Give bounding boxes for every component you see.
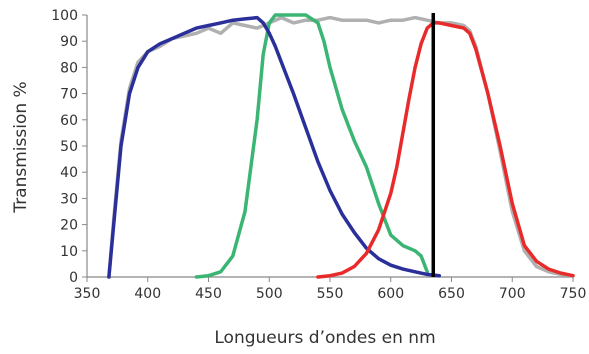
y-tick-label-70: 70 (60, 87, 78, 103)
y-tick-label-60: 60 (60, 113, 78, 129)
y-tick-label-40: 40 (60, 165, 78, 181)
y-tick-label-10: 10 (60, 244, 78, 260)
y-tick-label-20: 20 (60, 218, 78, 234)
plot-background (87, 15, 573, 277)
y-tick-label-90: 90 (60, 34, 78, 50)
y-axis-title: Transmission % (11, 81, 31, 213)
axis-ticks: 350 400 450 500 550 600 650 700 750 0 10 20 30 40 50 60… (51, 8, 586, 302)
x-tick-label-650: 650 (438, 286, 465, 302)
plot-area (86, 15, 573, 278)
y-tick-label-50: 50 (60, 139, 78, 155)
x-tick-label-550: 550 (317, 286, 344, 302)
y-tick-label-30: 30 (60, 191, 78, 207)
x-tick-label-600: 600 (377, 286, 404, 302)
series-line-1 (107, 15, 442, 279)
series-line-2 (194, 13, 429, 279)
x-axis-title: Longueurs d’ondes en nm (214, 328, 435, 348)
x-tick-label-400: 400 (134, 286, 161, 302)
x-tick-label-450: 450 (195, 286, 222, 302)
x-tick-label-350: 350 (74, 286, 101, 302)
x-tick-label-500: 500 (256, 286, 283, 302)
y-tick-label-0: 0 (69, 270, 78, 286)
x-tick-label-700: 700 (499, 286, 526, 302)
y-tick-label-100: 100 (51, 8, 78, 24)
y-tick-label-80: 80 (60, 60, 78, 76)
x-tick-label-750: 750 (560, 286, 587, 302)
